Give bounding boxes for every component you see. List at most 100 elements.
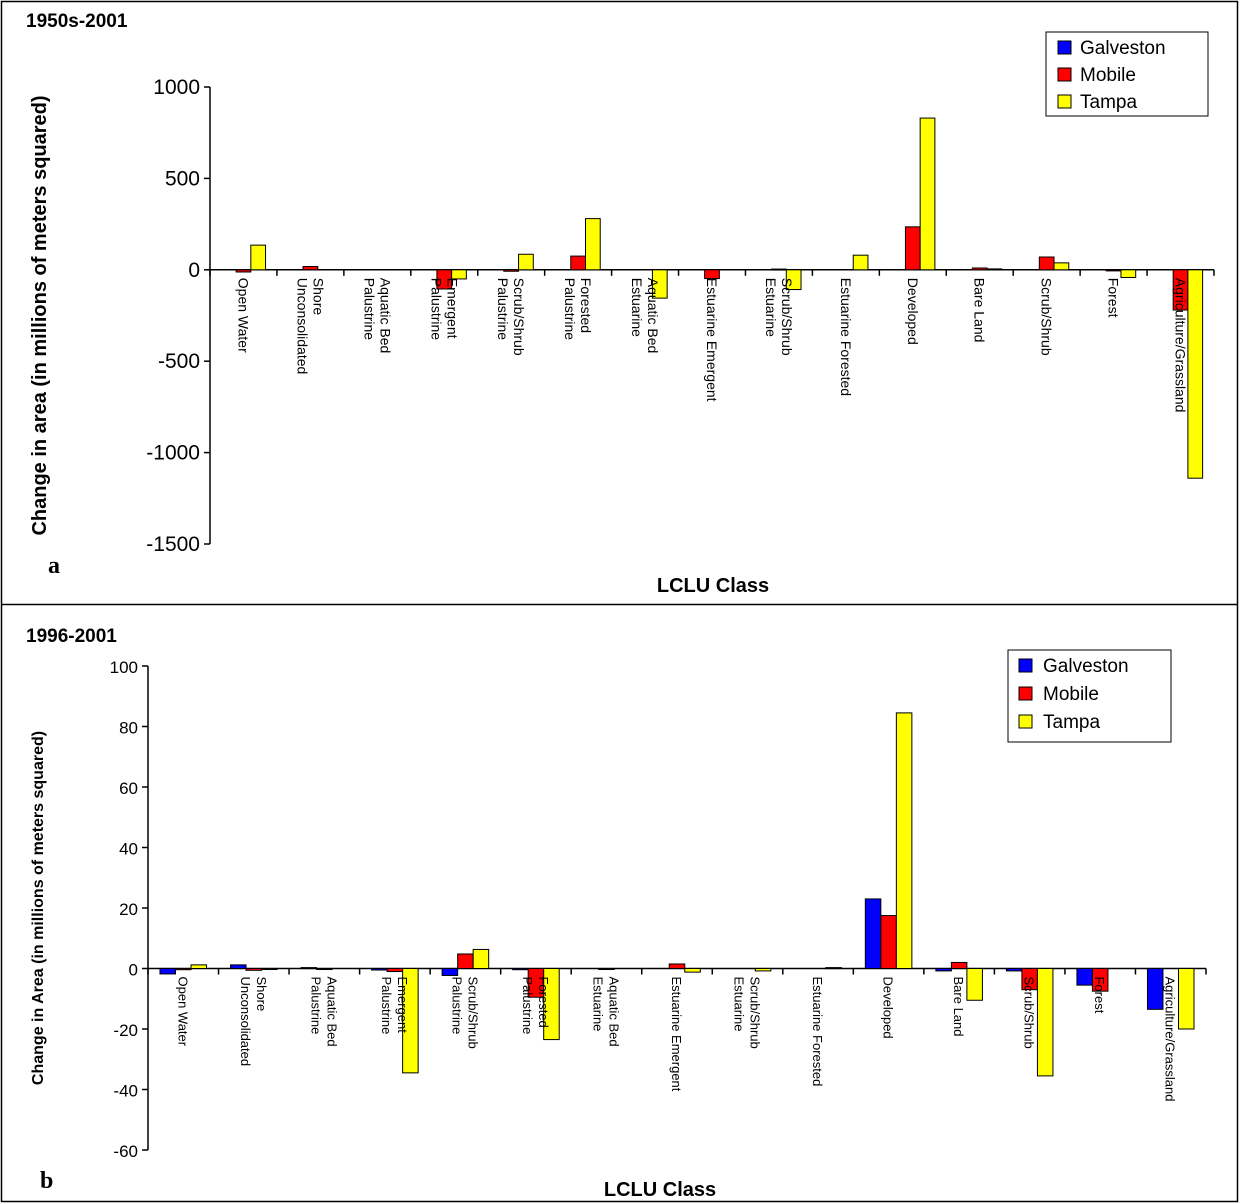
panel-b-bar-tampa-estuarine-scrub-shrub [754,968,772,972]
panel-b-y-tick-label: 40 [119,840,138,859]
panel-a-category-label: Scrub/Shrub [1039,278,1055,356]
panel-b-category-label: Scrub/Shrub [748,977,763,1049]
panel-b-y-tick-label: 0 [129,961,138,980]
panel-b-bar-galveston-bare-land [935,968,952,972]
panel-a-legend-swatch-galveston [1057,40,1072,55]
panel-b-y-tick-label: 60 [119,779,138,798]
panel-a-bar-tampa-bare-land [986,268,1003,271]
panel-b-bar-mobile-forest [1091,968,1109,992]
panel-a-category-label: Unconsolidated [294,278,310,375]
panel-a-bar-mobile-palustrine-scrub-shrub [503,269,520,272]
panel-b-bar-mobile-palustrine-emergent [386,968,404,973]
panel-b-category-label: Aquatic Bed [606,977,621,1047]
panel-b-bar-galveston-palustrine-forested [512,968,529,971]
panel-a-legend-label-galveston: Galveston [1080,38,1166,59]
panel-a-y-tick-label: 0 [188,259,200,282]
panel-a-category-label: Open Water [235,278,251,353]
panel-b-bar-galveston-unconsolidated-shore [230,964,247,969]
panel-b-bar-galveston-palustrine-aquatic-bed [300,967,318,970]
panel-b-category-label: Forested [536,977,551,1028]
panel-b-xlabel: LCLU Class [604,1179,716,1201]
panel-a-y-tick-label: 500 [165,167,200,190]
panel-a-bar-tampa-estuarine-forested [852,254,869,271]
panel-a-bar-mobile-developed [904,226,921,271]
panel-b-bar-tampa-palustrine-scrub-shrub [472,948,490,970]
panel-a-y-tick-label: 1000 [153,76,200,99]
panel-a-bar-mobile-estuarine-emergent [704,269,720,280]
panel-b-category-label: Aquatic Bed [324,977,339,1047]
panel-b-category-label: Bare Land [951,977,966,1037]
panel-a-bar-mobile-scrub-shrub [1038,256,1055,271]
panel-b-category-label: Scrub/Shrub [1022,977,1037,1049]
panel-b-y-tick-label: 100 [110,658,138,677]
panel-b-bar-mobile-palustrine-scrub-shrub [457,953,474,969]
panel-b-bar-mobile-estuarine-aquatic-bed [598,968,615,970]
panel-a-y-tick-label: -1000 [146,442,200,465]
panel-a-legend-label-mobile: Mobile [1080,65,1136,86]
panel-b-ylabel: Change in Area (in millions of meters sq… [30,731,47,1085]
panel-a-legend: Galveston Mobile Tampa [1045,31,1209,117]
panel-b-y-tick-label: 20 [119,900,138,919]
panel-b-bar-tampa-open-water [190,964,208,969]
panel-b-bar-mobile-unconsolidated-shore [245,968,263,971]
panel-b-title: 1996-2001 [26,626,117,647]
panel-a-bar-mobile-open-water [235,269,252,273]
panel-a-bar-mobile-bare-land [971,267,988,271]
panel-b-category-label: Developed [881,977,896,1039]
panel-b-legend-label-galveston: Galveston [1043,656,1129,677]
panel-a-category-label: Bare Land [972,278,988,343]
panel-b-category-label: Shore [254,977,269,1012]
panel-a-category-label: Forested [578,278,594,333]
panel-b-category-label: Agriculture/Grassland [1163,977,1178,1102]
panel-a-category-label: Emergent [444,278,460,339]
panel-b-plot: 100 80 60 40 20 0 -20 -40 -60 Open Water ShoreUnco… [110,649,1207,1161]
panel-a-category-label: Forest [1106,278,1122,318]
panel-b-category-label: Unconsolidated [238,977,253,1067]
panel-a-category-label: Agriculture/Grassland [1173,278,1189,413]
panel-b-bar-mobile-estuarine-emergent [668,963,686,970]
panel-b-bar-tampa-agriculture-grassland [1177,968,1195,1030]
panel-a-category-label: Estuarine Forested [838,278,854,396]
panel-a-legend-box [1045,31,1209,117]
panel-b-legend-label-mobile: Mobile [1043,684,1099,705]
panel-b-bar-tampa-palustrine-emergent [402,968,419,1074]
panel-a-bar-tampa-palustrine-emergent [451,269,467,280]
panel-b-bar-mobile-bare-land [950,961,968,970]
panel-a-category-label: Scrub/Shrub [779,278,795,356]
panel-b-category-label: Estuarine Emergent [669,977,684,1092]
panel-a-bar-tampa-palustrine-forested [584,218,601,271]
panel-b-category-label: Palustrine [379,977,394,1035]
panel-b-legend-swatch-mobile [1018,686,1033,701]
panel-a-y-tick-label: -500 [158,350,200,373]
panel-b-y-tick-label: -60 [113,1142,138,1161]
panel-a-bar-tampa-palustrine-scrub-shrub [518,253,534,271]
panel-a-xlabel: LCLU Class [657,575,769,597]
panel-a-title: 1950s-2001 [26,11,128,32]
panel-b-bar-galveston-open-water [159,968,177,975]
panel-b-category-label: Emergent [395,977,410,1034]
panel-b-category-label: Estuarine [590,977,605,1032]
panel-b-bar-galveston-scrub-shrub [1005,968,1023,972]
panel-a-bar-mobile-unconsolidated-shore [302,266,319,271]
panel-a-category-label: Scrub/Shrub [511,278,527,356]
panel-b-legend: Galveston Mobile Tampa [1007,649,1172,743]
panel-b-bar-tampa-estuarine-emergent [684,968,701,973]
panel-a-bar-mobile-forest [1105,269,1122,272]
panel-b-legend-swatch-tampa [1018,714,1033,729]
panel-b-bar-galveston-palustrine-scrub-shrub [441,968,459,976]
panel-b-y-tick-label: -20 [113,1021,138,1040]
panel-b-bar-tampa-estuarine-forested [825,967,842,970]
panel-b-bar-tampa-scrub-shrub [1036,968,1054,1077]
panel-a-bar-tampa-agriculture-grassland [1187,269,1204,479]
panel-a-bar-tampa-scrub-shrub [1053,262,1070,271]
panel-b-category-label: Estuarine Forested [810,977,825,1087]
panel-a-ylabel: Change in area (in millions of meters sq… [29,95,51,535]
panel-b-legend-box [1007,649,1172,743]
panel-a-category-label: Palustrine [562,278,578,340]
panel-a-bar-tampa-estuarine-scrub-shrub [785,269,802,291]
panel-a-bar-mobile-palustrine-forested [570,255,586,271]
panel-a-category-label: Estuarine [763,278,779,337]
panel-b-category-label: Estuarine [732,977,747,1032]
